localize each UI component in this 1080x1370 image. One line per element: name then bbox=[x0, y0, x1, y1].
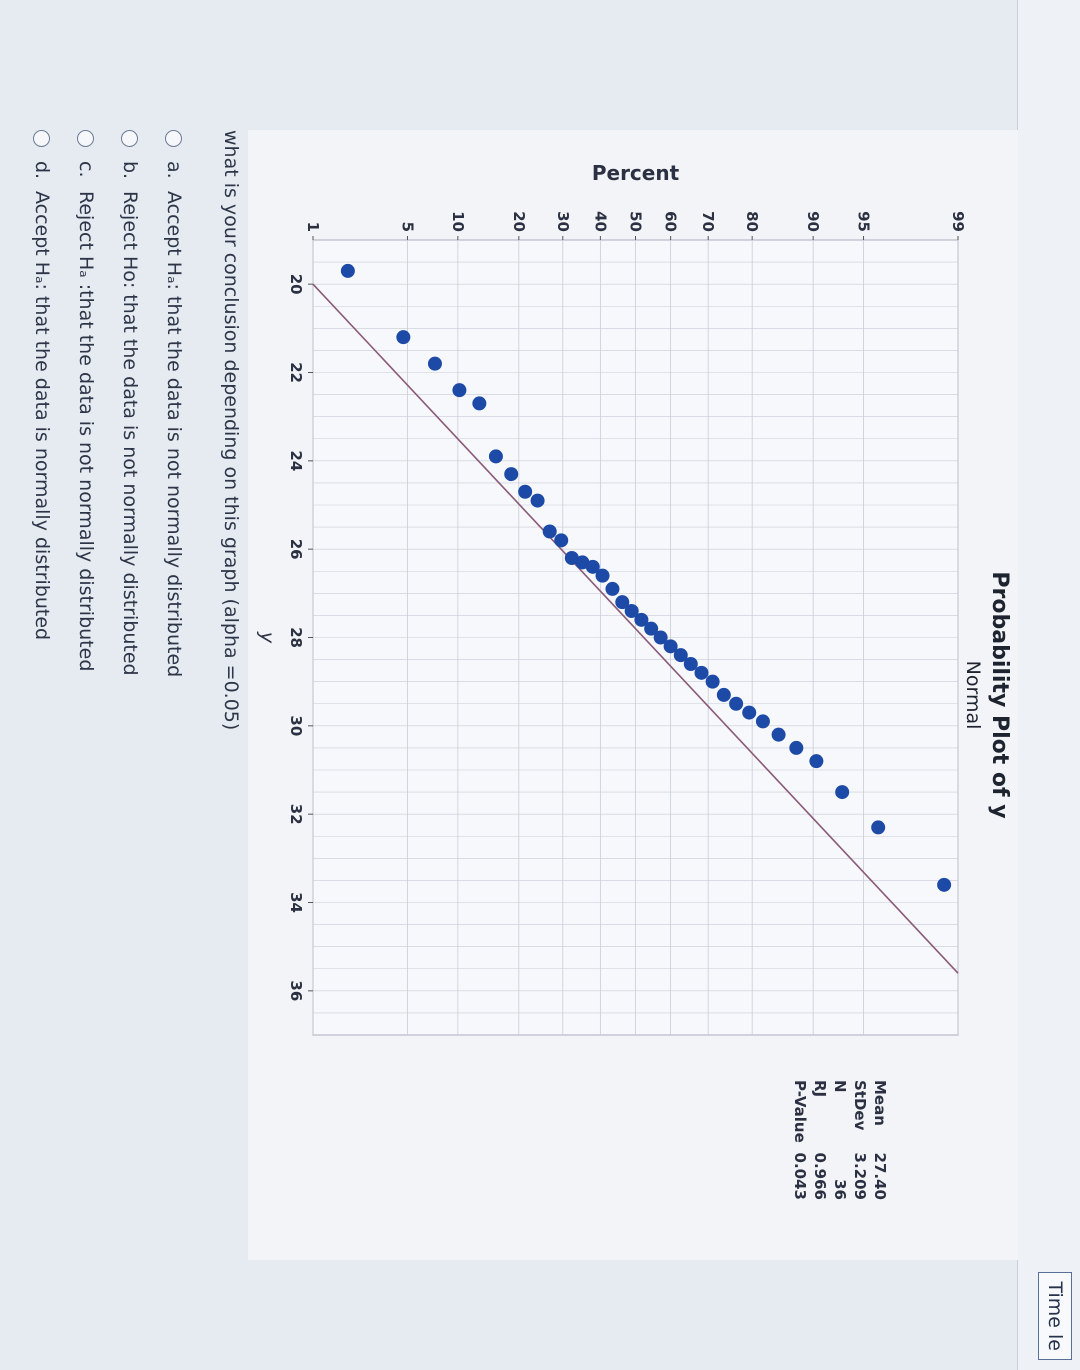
radio-button[interactable] bbox=[165, 130, 183, 147]
y-tick-label: 50 bbox=[627, 211, 645, 232]
data-point bbox=[427, 356, 442, 371]
probability-plot: 20 22 24 26 28 30 32 34 36 1 5 10 20 30 40 50 60 70 80 90 95… bbox=[256, 161, 967, 1036]
data-point bbox=[340, 263, 355, 278]
data-point bbox=[452, 383, 467, 398]
y-tick-label: 90 bbox=[804, 211, 822, 232]
x-tick-label: 22 bbox=[287, 362, 305, 383]
y-tick-label: 10 bbox=[449, 211, 467, 232]
data-point bbox=[624, 604, 639, 618]
x-tick-label: 32 bbox=[287, 804, 305, 825]
stats-value: 0.966 bbox=[811, 1152, 829, 1200]
timer-box[interactable]: Time le bbox=[1038, 1272, 1072, 1360]
data-point bbox=[755, 714, 770, 729]
y-tick-label: 80 bbox=[743, 211, 761, 232]
radio-button[interactable] bbox=[33, 130, 51, 147]
option-text: Reject Ho: that the data is not normally… bbox=[119, 191, 141, 676]
chart-panel: Probability Plot of y Normal 20 22 24 26 28 3… bbox=[248, 130, 1018, 1260]
stats-value: 0.043 bbox=[791, 1152, 809, 1200]
data-point bbox=[488, 449, 503, 464]
y-tick-label: 20 bbox=[510, 211, 528, 232]
stats-row-stdev: StDev 3.209 bbox=[850, 1080, 870, 1200]
option-letter: b. bbox=[119, 161, 141, 180]
data-point bbox=[595, 568, 610, 583]
option-a[interactable]: a. Accept Hₐ: that the data is not norma… bbox=[152, 130, 196, 730]
stats-label: Mean bbox=[871, 1080, 889, 1126]
y-tick-label: 70 bbox=[699, 211, 717, 232]
x-tick-label: 30 bbox=[287, 715, 305, 736]
data-point bbox=[644, 621, 659, 636]
stats-label: P-Value bbox=[791, 1080, 809, 1143]
x-tick-label: 28 bbox=[287, 627, 305, 648]
stats-value: 3.209 bbox=[851, 1152, 869, 1200]
top-bar: Time le bbox=[1017, 0, 1080, 1370]
data-point bbox=[809, 754, 824, 769]
y-tick-label: 5 bbox=[398, 222, 416, 232]
data-point bbox=[542, 524, 557, 539]
stats-value: 27.40 bbox=[871, 1152, 889, 1200]
option-b[interactable]: b. Reject Ho: that the data is not norma… bbox=[108, 130, 152, 730]
y-tick-label: 1 bbox=[304, 222, 322, 232]
fit-line bbox=[312, 283, 959, 974]
option-text: Accept Hₐ: that the data is normally dis… bbox=[31, 191, 53, 641]
option-letter: a. bbox=[163, 161, 185, 179]
x-axis-label: y bbox=[256, 631, 278, 644]
question-block: what is your conclusion depending on thi… bbox=[20, 130, 242, 730]
x-tick-label: 34 bbox=[287, 892, 305, 913]
option-letter: d. bbox=[31, 161, 53, 180]
data-point bbox=[694, 665, 709, 680]
x-tick-label: 20 bbox=[287, 274, 305, 295]
y-tick-label: 60 bbox=[662, 211, 680, 232]
data-point bbox=[554, 533, 569, 548]
x-tick-label: 26 bbox=[287, 539, 305, 560]
stats-row-p-value: P-Value 0.043 bbox=[790, 1080, 810, 1200]
data-point bbox=[683, 657, 698, 671]
radio-button[interactable] bbox=[77, 130, 95, 147]
stats-row-n: N 36 bbox=[830, 1080, 850, 1200]
question-prompt: what is your conclusion depending on thi… bbox=[220, 130, 242, 731]
y-tick-label: 30 bbox=[554, 211, 572, 232]
data-point bbox=[653, 630, 668, 645]
data-point bbox=[742, 705, 757, 720]
data-point bbox=[396, 330, 411, 345]
data-point bbox=[729, 696, 744, 711]
data-point bbox=[663, 639, 678, 654]
option-text: Reject Hₐ :that the data is not normally… bbox=[75, 191, 97, 672]
stats-value: 36 bbox=[831, 1179, 849, 1200]
data-point bbox=[564, 551, 579, 565]
radio-button[interactable] bbox=[121, 130, 139, 147]
data-point bbox=[472, 396, 487, 411]
stats-label: N bbox=[831, 1080, 849, 1093]
option-d[interactable]: d. Accept Hₐ: that the data is normally … bbox=[20, 130, 64, 730]
data-point bbox=[634, 612, 649, 627]
stats-label: StDev bbox=[851, 1080, 869, 1131]
stats-row-mean: Mean 27.40 bbox=[870, 1080, 890, 1200]
data-point bbox=[835, 785, 850, 800]
data-point bbox=[871, 820, 886, 835]
x-tick-label: 24 bbox=[287, 450, 305, 471]
data-point bbox=[716, 687, 731, 702]
x-tick-label: 36 bbox=[287, 980, 305, 1001]
stats-label: RJ bbox=[811, 1080, 829, 1098]
data-point bbox=[937, 877, 952, 892]
data-point bbox=[673, 648, 688, 663]
option-text: Accept Hₐ: that the data is not normally… bbox=[163, 191, 185, 678]
stats-table: Mean 27.40 StDev 3.209 N 36 RJ 0.966 P-V… bbox=[790, 1080, 890, 1200]
option-c[interactable]: c. Reject Hₐ :that the data is not norma… bbox=[64, 130, 108, 730]
data-point bbox=[605, 581, 620, 596]
stats-row-rj: RJ 0.966 bbox=[810, 1080, 830, 1200]
data-point bbox=[705, 674, 720, 689]
y-tick-label: 99 bbox=[949, 211, 967, 232]
data-point bbox=[530, 493, 545, 508]
data-point bbox=[504, 467, 519, 482]
data-point bbox=[615, 595, 630, 610]
y-tick-label: 95 bbox=[855, 211, 873, 232]
data-point bbox=[585, 559, 600, 574]
data-point bbox=[518, 484, 533, 499]
data-point bbox=[789, 740, 804, 755]
y-tick-label: 40 bbox=[591, 211, 609, 232]
y-axis-label: Percent bbox=[592, 161, 680, 185]
option-letter: c. bbox=[75, 161, 97, 178]
data-point bbox=[771, 727, 786, 742]
